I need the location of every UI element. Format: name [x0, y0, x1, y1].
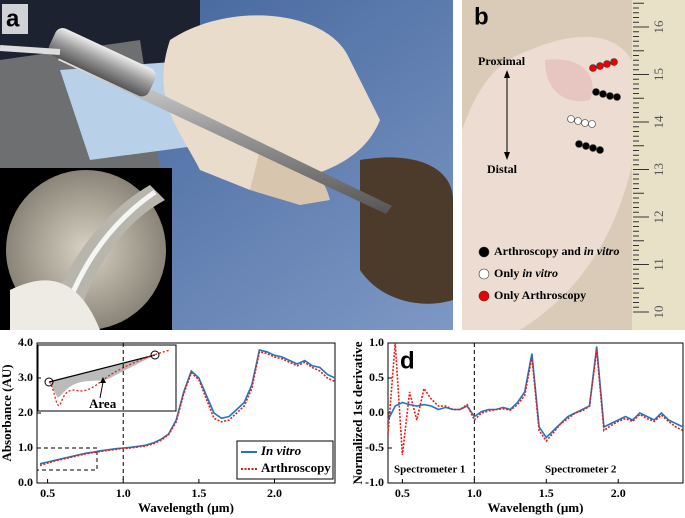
legend-entry: Arthroscopy and in vitro — [494, 244, 619, 258]
x-tick-label: 1.0 — [467, 486, 482, 500]
y-tick-label: -1.0 — [365, 475, 384, 489]
panel-label: d — [400, 347, 415, 374]
distal-label: Distal — [487, 162, 518, 176]
legend-label: Arthroscopy — [261, 460, 331, 475]
y-tick-label: 0.5 — [369, 370, 384, 384]
x-axis-label: Wavelength (µm) — [138, 500, 234, 515]
x-tick-label: 1.5 — [191, 486, 206, 500]
series-line — [387, 342, 684, 456]
sample-dots — [478, 58, 621, 302]
series-line — [39, 350, 336, 467]
y-tick-label: 4.0 — [18, 335, 33, 349]
legend-text: Only Arthroscopy — [494, 288, 586, 302]
arrow-head — [504, 152, 510, 160]
y-tick-label: 2.0 — [18, 405, 33, 419]
ruler-label: 12 — [651, 211, 666, 224]
ruler-label: 13 — [651, 163, 666, 176]
x-tick-label: 1.5 — [539, 486, 554, 500]
ruler-label: 10 — [651, 306, 666, 319]
legend-label: In vitro — [260, 443, 302, 458]
y-axis-label: Normalized 1st derivative — [350, 341, 365, 484]
panel-label: b — [474, 3, 489, 30]
y-tick-label: -0.5 — [365, 440, 384, 454]
y-axis-label: Absorbance (AU) — [0, 364, 14, 461]
legend-text: in vitro — [522, 266, 558, 280]
x-tick-label: 2.0 — [267, 486, 282, 500]
y-tick-label: 0.0 — [369, 405, 384, 419]
series-line — [387, 346, 684, 439]
legend-text: Arthroscopy and — [494, 244, 584, 258]
y-tick-label: 0.0 — [18, 475, 33, 489]
x-tick-label: 0.5 — [395, 486, 410, 500]
proximal-label: Proximal — [478, 54, 526, 68]
legend-entry: Only Arthroscopy — [494, 288, 586, 302]
x-axis-label: Wavelength (µm) — [488, 500, 584, 515]
ruler-label: 14 — [651, 115, 666, 129]
x-tick-label: 1.0 — [116, 486, 131, 500]
arrow-head — [504, 70, 510, 78]
ruler-label: 16 — [651, 20, 666, 34]
photo-a — [0, 0, 453, 330]
legend-box — [236, 440, 334, 480]
annotation: Spectrometer 2 — [545, 464, 617, 476]
legend-text: Only — [494, 266, 522, 280]
photo-b — [462, 0, 685, 330]
ruler-label: 11 — [651, 258, 666, 271]
y-tick-label: 1.0 — [369, 335, 384, 349]
area-label: Area — [89, 396, 117, 411]
legend-text: in vitro — [584, 244, 620, 258]
inset — [36, 344, 177, 471]
panel-label: a — [6, 5, 20, 32]
legend-entry: Only in vitro — [494, 266, 558, 280]
ruler-label: 15 — [651, 68, 666, 81]
y-tick-label: 3.0 — [18, 370, 33, 384]
x-tick-label: 0.5 — [40, 486, 55, 500]
annotation: Spectrometer 1 — [394, 464, 465, 476]
x-tick-label: 2.0 — [611, 486, 626, 500]
y-tick-label: 1.0 — [18, 440, 33, 454]
